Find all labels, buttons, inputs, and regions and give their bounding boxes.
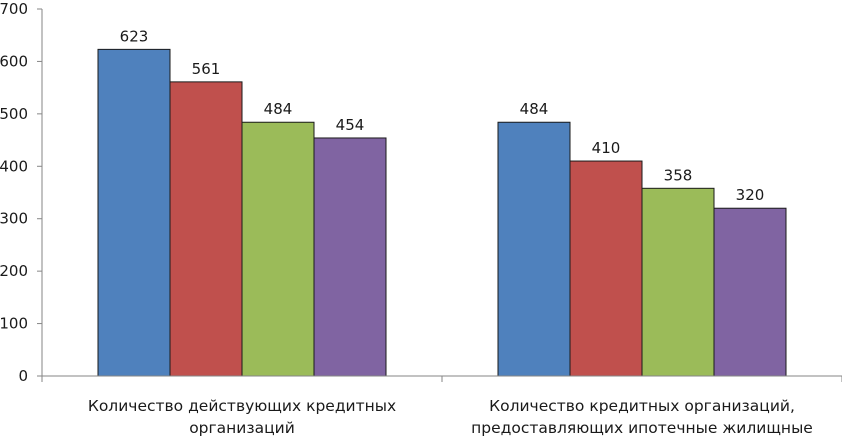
x-axis: Количество действующих кредитных организа… [41, 375, 842, 437]
data-label: 484 [264, 100, 293, 118]
data-label: 410 [592, 139, 621, 157]
bar [97, 48, 171, 377]
y-tick-label: 200 [0, 262, 28, 280]
y-tick-label: 700 [0, 0, 28, 18]
data-label: 623 [120, 27, 149, 45]
bar [313, 137, 387, 377]
x-category-label: Количество кредитных организаций, [489, 397, 795, 415]
y-tick-label: 600 [0, 52, 28, 70]
data-label: 484 [520, 100, 549, 118]
bar [641, 187, 715, 377]
y-tick-label: 400 [0, 157, 28, 175]
bar [241, 121, 315, 377]
bar [169, 81, 243, 377]
data-label: 561 [192, 60, 221, 78]
y-tick-label: 100 [0, 315, 28, 333]
bar [713, 207, 787, 377]
x-category-label: предоставляющих ипотечные жилищные [471, 419, 813, 437]
bars [97, 48, 787, 377]
data-labels: 623 561 484 454 484 410 358 320 [120, 27, 765, 204]
data-label: 454 [336, 116, 365, 134]
data-label: 358 [664, 166, 693, 184]
data-label: 320 [736, 186, 765, 204]
y-tick-label: 0 [18, 367, 28, 385]
bar [569, 160, 643, 377]
y-tick-label: 500 [0, 105, 28, 123]
bar [497, 121, 571, 377]
x-category-label: Количество действующих кредитных [88, 397, 396, 415]
x-category-label: организаций [189, 419, 295, 437]
y-tick-label: 300 [0, 210, 28, 228]
y-axis: 0 100 200 300 400 500 600 700 [0, 0, 43, 385]
